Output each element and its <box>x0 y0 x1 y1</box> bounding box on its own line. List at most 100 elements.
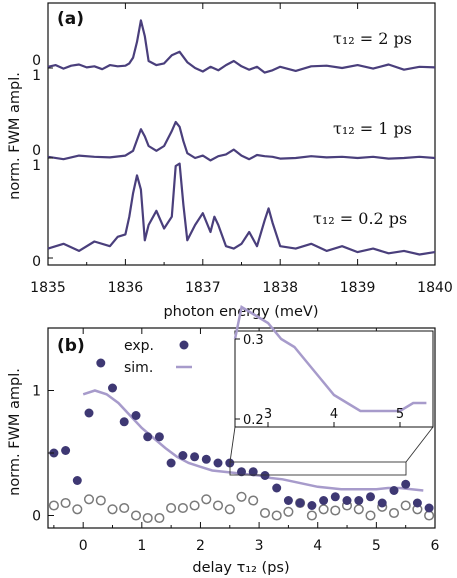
exp-point <box>260 471 270 480</box>
open-point <box>388 507 400 519</box>
spectrum-trace-2 <box>47 120 436 162</box>
y-tick-label: 0 <box>32 143 41 159</box>
open-point <box>95 495 106 506</box>
x-tick-label: 2 <box>196 538 205 554</box>
open-point <box>154 512 165 524</box>
x-tick-label: 1835 <box>30 280 66 296</box>
panel-b-y-axis-label: norm. FWM ampl. <box>7 368 23 496</box>
inset-connector-right <box>405 426 434 463</box>
open-point <box>107 504 118 515</box>
trace-label-1: τ₁₂ = 2 ps <box>333 29 412 48</box>
open-point <box>166 502 177 514</box>
exp-point <box>424 503 434 513</box>
open-point <box>248 495 259 506</box>
inset-x-tick-label: 3 <box>264 407 272 422</box>
x-tick-label: 5 <box>372 538 381 554</box>
open-point <box>212 500 224 511</box>
open-point <box>306 510 317 521</box>
panel-a-x-ticks: 1835 1836 1837 1838 1839 1840 <box>30 3 453 296</box>
panel-a-trace-labels: τ₁₂ = 2 ps τ₁₂ = 1 ps τ₁₂ = 0.2 ps <box>313 29 412 228</box>
y-tick-label: 1 <box>32 68 41 84</box>
exp-point <box>366 492 375 502</box>
open-point <box>283 506 294 517</box>
legend-exp-label: exp. <box>124 338 154 354</box>
exp-point <box>248 467 258 477</box>
inset-sim-series <box>233 305 427 413</box>
exp-point <box>377 498 387 508</box>
exp-point <box>119 417 129 427</box>
open-point <box>353 504 364 515</box>
inset-ticks: 3 4 5 0.2 0.3 <box>235 333 404 428</box>
exp-point <box>72 476 82 485</box>
exp-point <box>342 496 352 505</box>
exp-point <box>354 496 364 505</box>
exp-point <box>295 498 305 508</box>
legend-exp-marker <box>179 340 189 350</box>
inset-y-tick-label: 0.3 <box>243 333 264 348</box>
open-point <box>330 505 341 516</box>
inset-sim-line <box>233 305 427 413</box>
exp-point <box>154 432 164 442</box>
legend-sim-label: sim. <box>124 360 153 376</box>
exp-point <box>84 408 94 418</box>
open-point <box>72 504 83 515</box>
y-tick-label: 1 <box>32 384 41 400</box>
exp-point <box>201 454 211 464</box>
open-point <box>142 512 153 524</box>
x-tick-label: 1 <box>137 538 146 554</box>
x-tick-label: 1838 <box>262 280 298 296</box>
exp-point <box>330 492 340 502</box>
open-point <box>60 497 71 509</box>
exp-point <box>213 458 223 468</box>
open-point <box>119 502 130 514</box>
x-tick-label: 3 <box>255 538 264 554</box>
open-point <box>259 507 271 519</box>
open-point <box>271 510 282 521</box>
exp-point <box>166 458 176 468</box>
x-tick-label: 1836 <box>108 280 144 296</box>
panel-b-frame <box>47 327 436 529</box>
exp-point <box>108 383 117 393</box>
panel-b-x-axis-label: delay τ₁₂ (ps) <box>192 560 289 576</box>
open-point <box>83 494 95 505</box>
inset-connector-left <box>229 426 236 463</box>
open-point <box>224 504 235 515</box>
exp-point <box>178 451 188 460</box>
open-point <box>48 500 59 511</box>
trace-label-2: τ₁₂ = 1 ps <box>333 119 412 138</box>
open-point <box>177 502 188 514</box>
panel-b-legend: exp. sim. <box>124 338 192 376</box>
panel-a-label: (a) <box>57 9 84 29</box>
inset-y-tick-label: 0.2 <box>243 413 264 428</box>
panel-a-y-axis-label: norm. FWM ampl. <box>7 72 23 200</box>
inset-x-tick-label: 5 <box>396 407 404 422</box>
panel-b-exp-series <box>49 358 434 513</box>
x-tick-label: 1839 <box>340 280 376 296</box>
exp-point <box>389 486 399 495</box>
exp-point <box>412 498 422 508</box>
exp-point <box>283 496 293 505</box>
panel-b-label: (b) <box>57 336 85 356</box>
open-point <box>189 500 200 511</box>
x-tick-label: 4 <box>313 538 322 554</box>
open-point <box>365 510 376 521</box>
open-point <box>318 504 329 515</box>
inset-x-tick-label: 4 <box>330 407 338 422</box>
y-tick-label: 0 <box>32 254 41 270</box>
inset-zoom-region <box>229 461 407 476</box>
exp-point <box>143 432 153 442</box>
open-point <box>130 510 142 521</box>
spectrum-trace-1 <box>47 19 436 74</box>
exp-point <box>96 358 106 368</box>
open-point <box>236 491 247 502</box>
exp-point <box>401 479 411 489</box>
spectrum-trace-3 <box>47 162 436 256</box>
exp-point <box>131 411 141 420</box>
y-tick-label: 0 <box>32 53 41 69</box>
trace-label-3: τ₁₂ = 0.2 ps <box>313 209 407 228</box>
exp-point <box>237 467 246 477</box>
